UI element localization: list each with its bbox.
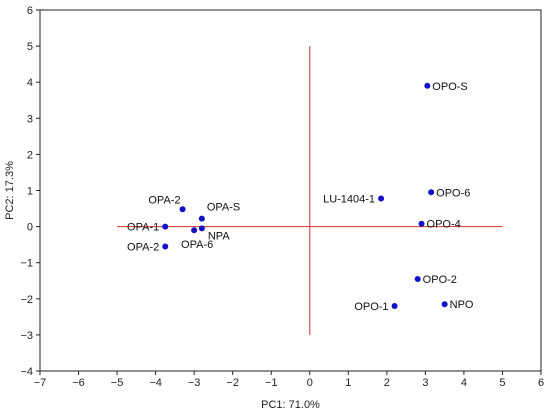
y-axis-title: PC2: 17.3% [4, 161, 16, 220]
x-tick-label: 5 [499, 377, 505, 389]
y-tick-label: 6 [27, 5, 33, 17]
data-point [198, 225, 205, 232]
point-label: OPO-S [432, 81, 467, 93]
x-tick-label: 6 [538, 377, 544, 389]
point-labels: OPO-S OPO-6 LU-1404-1 OPO-4 OPO-2 OPO-1 NPO OPA… [127, 81, 474, 313]
x-tick-label: −1 [265, 377, 278, 389]
y-tick-label: −1 [20, 258, 33, 270]
data-points [162, 82, 448, 310]
data-point [428, 189, 435, 196]
x-axis-title: PC1: 71.0% [261, 399, 320, 411]
data-point [198, 215, 205, 222]
data-point [191, 227, 198, 234]
x-tick-label: −3 [188, 377, 201, 389]
y-tick-label: 3 [27, 113, 33, 125]
point-label: OPA-2 [148, 194, 180, 206]
x-tick-label: 1 [345, 377, 351, 389]
y-tick-label: −2 [20, 294, 33, 306]
point-label: OPA-6 [181, 239, 213, 251]
y-tick-label: 2 [27, 149, 33, 161]
axis-ticks: −7 −6 −5 −4 −3 −2 −1 0 1 2 3 4 5 6 −4 −3 −2 −1 0 1 2 3 4 5 6 [20, 5, 544, 389]
y-tick-label: 4 [27, 77, 33, 89]
y-tick-label: 0 [27, 222, 33, 234]
x-tick-label: 2 [384, 377, 390, 389]
data-point [179, 206, 186, 213]
data-point [378, 195, 385, 202]
x-tick-label: −6 [72, 377, 85, 389]
point-label: OPA-2 [127, 241, 159, 253]
x-tick-label: −2 [226, 377, 239, 389]
reference-lines [117, 46, 503, 335]
point-label: OPO-6 [436, 187, 470, 199]
x-tick-label: −4 [149, 377, 162, 389]
y-tick-label: −3 [20, 330, 33, 342]
y-tick-label: −4 [20, 366, 33, 378]
x-tick-label: 0 [307, 377, 313, 389]
data-point [162, 223, 169, 230]
point-label: OPO-4 [427, 219, 461, 231]
data-point [441, 301, 448, 308]
y-tick-label: 5 [27, 41, 33, 53]
data-point [424, 82, 431, 89]
y-tick-label: 1 [27, 186, 33, 198]
data-point [414, 275, 421, 282]
data-point [391, 303, 398, 310]
point-label: NPA [208, 230, 230, 242]
point-label: LU-1404-1 [323, 193, 375, 205]
point-label: OPA-1 [127, 222, 159, 234]
x-tick-label: 3 [422, 377, 428, 389]
point-label: OPO-2 [423, 274, 457, 286]
point-label: NPO [450, 299, 474, 311]
x-tick-label: −5 [111, 377, 124, 389]
x-tick-label: −7 [34, 377, 47, 389]
data-point [418, 220, 425, 227]
point-label: OPO-1 [354, 301, 388, 313]
x-tick-label: 4 [461, 377, 467, 389]
data-point [162, 243, 169, 250]
point-label: OPA-S [207, 202, 240, 214]
